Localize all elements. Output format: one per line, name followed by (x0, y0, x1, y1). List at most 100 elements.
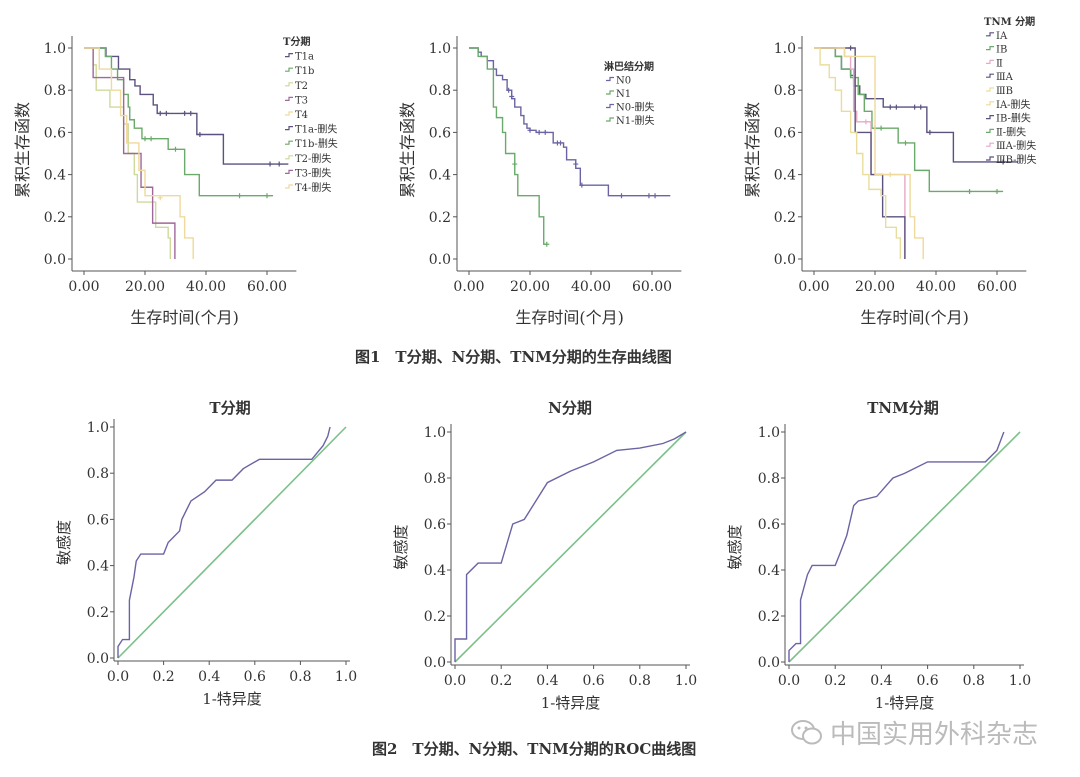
censor-mark (142, 136, 148, 142)
legend-item: T2-删失 (295, 152, 331, 165)
y-tick-label: 0.0 (87, 651, 109, 667)
y-axis-label: 累积生存函数 (13, 102, 32, 198)
legend-swatch (986, 142, 994, 147)
x-tick-label: 20.00 (855, 279, 895, 295)
km-chart-2: 0.0 0.2 0.4 0.6 0.8 1.0 0.00 20.00 40.00 60.00 生存时… (398, 36, 682, 327)
x-tick-label: 0.2 (490, 673, 512, 689)
censor-mark (267, 161, 273, 167)
censor-mark (646, 193, 652, 199)
x-tick-label: 40.00 (916, 279, 956, 295)
legend-item: ⅠB (996, 45, 1007, 56)
y-tick-label: 1.0 (424, 425, 446, 441)
roc-chart-3: 0.0 0.2 0.4 0.6 0.8 1.0 0.0 0.2 0.4 0.6 0.8 1.0 TNM分… (726, 399, 1031, 712)
legend-item: ⅢA (996, 72, 1014, 83)
y-tick-label: 0.8 (44, 83, 66, 99)
y-tick-label: 0.6 (758, 517, 780, 533)
x-tick-label: 0.6 (244, 669, 266, 685)
legend-swatch (986, 87, 994, 92)
censor-mark (579, 182, 585, 188)
x-tick-label: 60.00 (247, 279, 287, 295)
legend-swatch (606, 76, 614, 82)
x-tick-label: 40.00 (571, 279, 611, 295)
censor-mark (197, 132, 203, 138)
legend-swatch (986, 59, 994, 64)
censor-mark (573, 161, 579, 167)
censor-mark (912, 104, 918, 110)
x-tick-label: 0.6 (916, 673, 938, 689)
legend-item: Ⅱ (996, 58, 1003, 69)
legend-item: N0 (616, 76, 631, 87)
x-axis-label: 生存时间(个月) (515, 308, 624, 327)
legend-swatch (986, 73, 994, 78)
x-tick-label: 0.2 (152, 669, 174, 685)
y-tick-label: 0.4 (774, 168, 796, 184)
legend-swatch (285, 67, 293, 72)
legend-swatch (285, 111, 293, 116)
legend-item: T3-删失 (295, 166, 331, 179)
legend-swatch (285, 82, 293, 87)
x-tick-label: 0.00 (453, 279, 484, 295)
censor-mark (182, 110, 188, 116)
y-tick-label: 0.4 (429, 168, 451, 184)
y-tick-label: 0.4 (87, 559, 109, 575)
figure2-caption: 图2 T分期、N分期、TNM分期的ROC曲线图 (372, 740, 697, 758)
legend-swatch (986, 156, 994, 161)
censor-mark (542, 129, 548, 135)
x-tick-label: 0.00 (68, 279, 99, 295)
y-tick-label: 0.4 (424, 563, 446, 579)
legend-item: ⅢA-删失 (996, 139, 1036, 152)
y-tick-label: 1.0 (87, 420, 109, 436)
y-tick-label: 0.2 (87, 605, 109, 621)
y-tick-label: 0.0 (774, 252, 796, 268)
legend-title: 淋巴结分期 (604, 60, 654, 73)
km-curve-T3 (84, 47, 176, 259)
x-tick-label: 20.00 (510, 279, 550, 295)
x-tick-label: 0.8 (289, 669, 311, 685)
censor-mark (157, 110, 163, 116)
censor-mark (544, 241, 550, 247)
legend-item: ⅢB (996, 86, 1013, 97)
legend-swatch (606, 103, 614, 109)
x-tick-label: 60.00 (977, 279, 1017, 295)
chart-title: N分期 (548, 399, 592, 417)
legend-swatch (986, 46, 994, 51)
y-tick-label: 0.2 (758, 609, 780, 625)
censor-mark (927, 129, 933, 135)
legend-swatch (986, 32, 994, 37)
roc-chart-1: 0.0 0.2 0.4 0.6 0.8 1.0 0.0 0.2 0.4 0.6 0.8 1.0 T分期 1… (55, 399, 357, 708)
legend-swatch (285, 169, 293, 174)
y-tick-label: 0.0 (44, 252, 66, 268)
censor-mark (887, 104, 893, 110)
legend-swatch (986, 115, 994, 120)
legend-swatch (285, 53, 293, 58)
roc-curve (454, 431, 687, 662)
km-curve-ⅠB (814, 47, 1004, 193)
x-tick-label: 1.0 (1009, 673, 1031, 689)
censor-mark (506, 87, 512, 93)
y-tick-label: 0.6 (424, 517, 446, 533)
km-curve-T1a (84, 47, 289, 165)
y-tick-label: 0.6 (429, 125, 451, 141)
legend-item: T1a-删失 (295, 123, 337, 136)
legend-title: T分期 (283, 35, 310, 48)
x-tick-label: 0.2 (824, 673, 846, 689)
x-tick-label: 0.6 (582, 673, 604, 689)
y-tick-label: 0.8 (424, 471, 446, 487)
y-tick-label: 0.2 (774, 210, 796, 226)
legend-item: T2 (295, 81, 308, 92)
chart-title: T分期 (209, 399, 250, 417)
censor-mark (994, 188, 1000, 194)
km-curve-ⅢA (814, 47, 906, 259)
legend-item: T1b (295, 66, 314, 77)
y-axis-label: 累积生存函数 (743, 102, 762, 198)
x-tick-label: 0.8 (629, 673, 651, 689)
legend-title: TNM 分期 (984, 15, 1035, 28)
chart-title: TNM分期 (867, 399, 938, 417)
y-tick-label: 0.8 (758, 471, 780, 487)
legend-swatch (285, 126, 293, 131)
x-tick-label: 60.00 (632, 279, 672, 295)
legend-item: Ⅱ-删失 (996, 125, 1026, 138)
censor-mark (536, 129, 542, 135)
y-tick-label: 0.6 (87, 512, 109, 528)
